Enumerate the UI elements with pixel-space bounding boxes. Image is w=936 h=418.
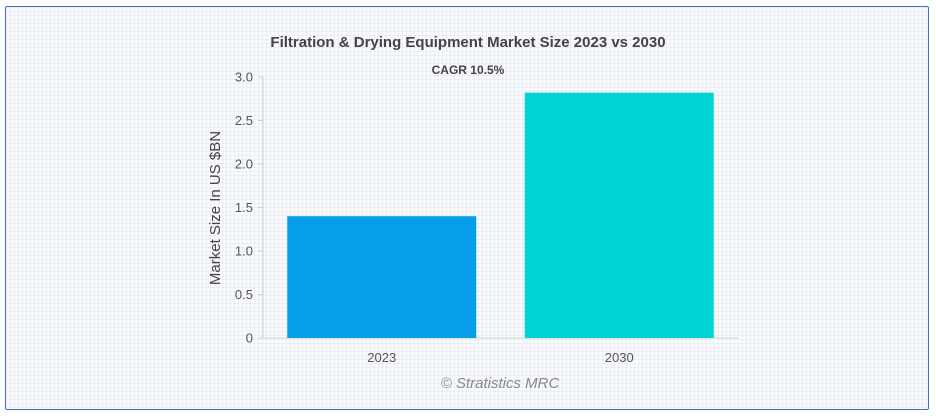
bar-2023 <box>287 216 477 338</box>
y-tick-label: 2.5 <box>235 113 253 128</box>
x-tick-label: 2023 <box>367 350 396 365</box>
y-tick-label: 0 <box>246 331 253 346</box>
y-tick-label: 3.0 <box>235 70 253 85</box>
y-tick-label: 1.0 <box>235 244 253 259</box>
chart-subtitle: CAGR 10.5% <box>432 63 505 77</box>
y-tick-label: 2.0 <box>235 157 253 172</box>
plot-area: 0 0.5 1.0 1.5 2.0 2.5 3.0 2023 2030 <box>235 70 738 365</box>
bar-2030 <box>524 92 714 338</box>
chart-card <box>5 6 929 410</box>
credit-text: © Stratistics MRC <box>441 375 560 392</box>
y-tick-label: 0.5 <box>235 287 253 302</box>
chart-title: Filtration & Drying Equipment Market Siz… <box>270 34 665 51</box>
y-axis-label: Market Size In US $BN <box>207 131 224 285</box>
y-tick-label: 1.5 <box>235 200 253 215</box>
x-tick-label: 2030 <box>605 350 634 365</box>
